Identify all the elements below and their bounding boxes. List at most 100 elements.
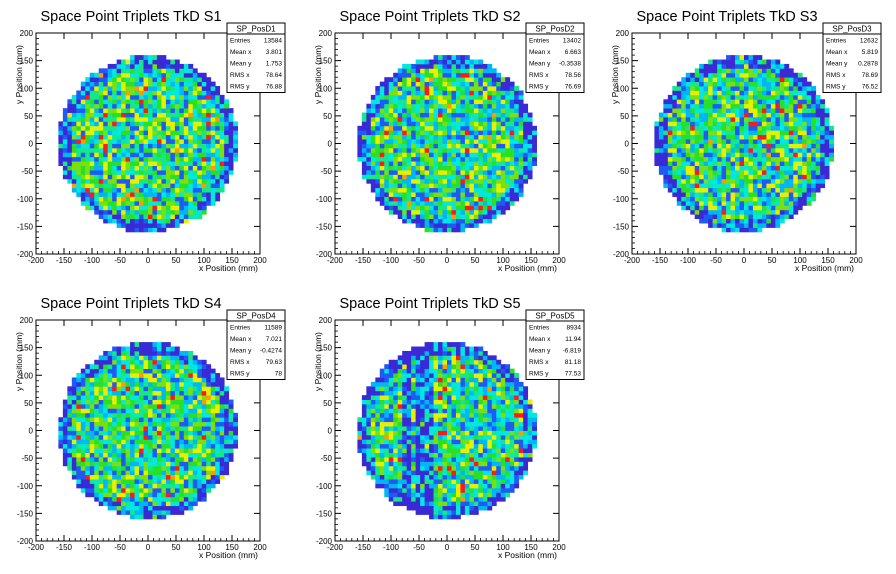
heatmap-bin xyxy=(779,112,785,118)
heatmap-bin xyxy=(210,116,216,122)
heatmap-bin xyxy=(192,134,198,140)
heatmap-bin xyxy=(509,152,515,158)
heatmap-bin xyxy=(424,156,430,162)
heatmap-bin xyxy=(672,174,678,180)
heatmap-bin xyxy=(107,214,113,220)
heatmap-bin xyxy=(739,200,745,206)
heatmap-bin xyxy=(58,417,64,423)
heatmap-bin xyxy=(58,156,64,162)
heatmap-bin xyxy=(761,209,767,215)
heatmap-bin xyxy=(384,108,390,113)
heatmap-bin xyxy=(455,112,461,118)
heatmap-bin xyxy=(80,94,86,100)
heatmap-bin xyxy=(121,373,126,378)
heatmap-bin xyxy=(197,170,203,175)
heatmap-bin xyxy=(793,200,799,206)
heatmap-bin xyxy=(215,130,221,136)
heatmap-bin xyxy=(165,130,171,136)
heatmap-bin xyxy=(384,200,390,206)
heatmap-bin xyxy=(721,147,727,153)
heatmap-bin xyxy=(469,86,475,91)
heatmap-bin xyxy=(744,156,749,162)
heatmap-bin xyxy=(406,209,412,215)
heatmap-bin xyxy=(757,218,763,224)
heatmap-bin xyxy=(447,218,452,224)
heatmap-bin xyxy=(469,121,475,127)
heatmap-bin xyxy=(811,170,817,175)
heatmap-bin xyxy=(482,99,488,105)
heatmap-bin xyxy=(672,161,678,166)
heatmap-bin xyxy=(139,156,144,162)
heatmap-bin xyxy=(201,81,207,87)
heatmap-bin xyxy=(690,121,696,127)
heatmap-bin xyxy=(112,147,118,153)
heatmap-bin xyxy=(442,121,448,127)
heatmap-bin xyxy=(451,55,457,60)
heatmap-bin xyxy=(447,139,452,144)
heatmap-bin xyxy=(699,143,705,149)
heatmap-bin xyxy=(514,178,520,184)
heatmap-bin xyxy=(694,187,700,193)
heatmap-bin xyxy=(76,479,82,484)
heatmap-bin xyxy=(532,161,537,166)
heatmap-bin xyxy=(447,130,452,136)
heatmap-bin xyxy=(98,408,104,414)
heatmap-bin xyxy=(98,68,104,74)
heatmap-bin xyxy=(170,121,176,127)
heatmap-bin xyxy=(94,112,100,118)
stats-value: 78.64 xyxy=(266,72,283,79)
heatmap-bin xyxy=(130,218,135,224)
heatmap-bin xyxy=(215,103,221,109)
heatmap-bin xyxy=(478,218,484,224)
heatmap-bin xyxy=(730,86,736,91)
heatmap-bin xyxy=(134,94,140,100)
heatmap-bin xyxy=(514,139,520,144)
heatmap-bin xyxy=(411,187,417,193)
heatmap-bin xyxy=(116,192,122,197)
heatmap-bin xyxy=(80,178,86,184)
heatmap-bin xyxy=(784,209,790,215)
heatmap-bin xyxy=(708,161,714,166)
heatmap-bin xyxy=(130,94,135,100)
heatmap-bin xyxy=(393,174,399,180)
heatmap-bin xyxy=(735,99,740,105)
heatmap-bin xyxy=(685,139,691,144)
heatmap-bin xyxy=(152,187,158,193)
heatmap-bin xyxy=(130,170,135,175)
heatmap-bin xyxy=(67,121,73,127)
heatmap-bin xyxy=(464,99,470,105)
heatmap-bin xyxy=(438,143,443,149)
heatmap-bin xyxy=(744,192,749,197)
heatmap-bin xyxy=(797,174,803,180)
heatmap-bin xyxy=(752,116,758,122)
heatmap-bin xyxy=(161,452,167,458)
heatmap-bin xyxy=(748,90,754,96)
heatmap-bin xyxy=(708,68,714,74)
heatmap-bin xyxy=(107,94,113,100)
heatmap-bin xyxy=(103,187,109,193)
heatmap-bin xyxy=(802,200,808,206)
heatmap-bin xyxy=(188,165,194,171)
heatmap-bin xyxy=(130,350,135,356)
heatmap-bin xyxy=(694,161,700,166)
heatmap-bin xyxy=(793,178,799,184)
heatmap-bin xyxy=(491,90,497,96)
heatmap-bin xyxy=(361,152,367,158)
heatmap-bin xyxy=(161,218,167,224)
heatmap-bin xyxy=(183,214,189,220)
heatmap-bin xyxy=(94,90,100,96)
heatmap-bin xyxy=(152,90,158,96)
heatmap-bin xyxy=(215,99,221,105)
heatmap-bin xyxy=(121,350,126,356)
heatmap-bin xyxy=(134,487,140,493)
heatmap-bin xyxy=(219,183,225,189)
heatmap-bin xyxy=(735,139,740,144)
heatmap-bin xyxy=(806,86,812,91)
heatmap-bin xyxy=(152,139,158,144)
heatmap-bin xyxy=(130,359,135,365)
heatmap-bin xyxy=(694,196,700,202)
heatmap-bin xyxy=(67,161,73,166)
heatmap-bin xyxy=(739,152,745,158)
heatmap-bin xyxy=(757,108,763,113)
heatmap-bin xyxy=(779,134,785,140)
